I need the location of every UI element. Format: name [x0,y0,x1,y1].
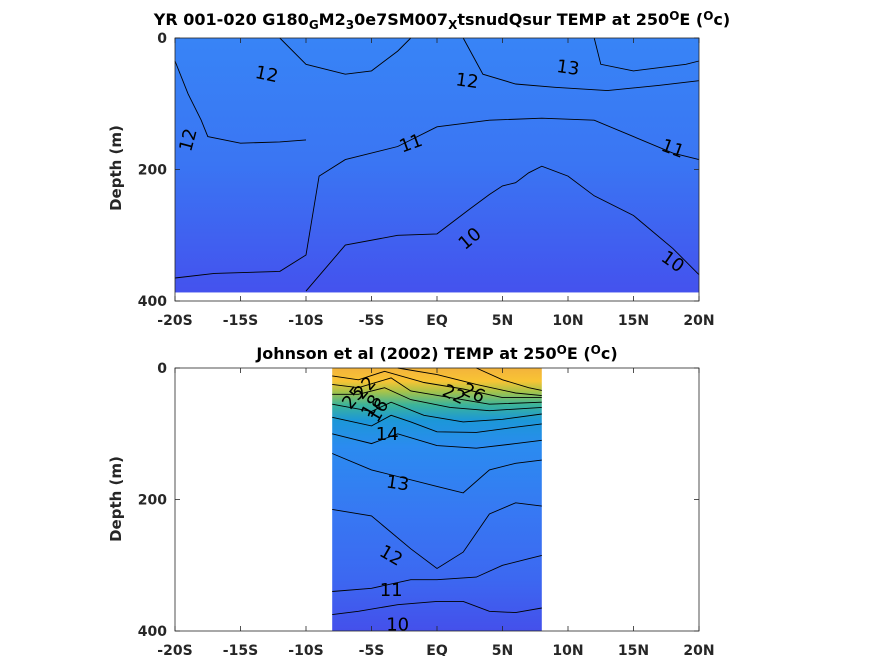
y-tick-label: 200 [138,163,167,179]
x-tick-label: -20S [157,313,192,329]
title-segment: O [557,343,567,357]
contour-18 [332,401,542,423]
contour-label: 12 [454,69,480,93]
x-tick-label: 20N [683,643,714,656]
contour-10 [332,600,542,616]
title-segment: O [703,9,713,23]
title-segment: E ( [567,344,591,363]
bottom-x-axis: -20S -15S -10S -5S EQ 5N 10N 15N 20N [157,368,715,656]
x-tick-label: 20N [683,313,714,329]
x-tick-label: 15N [618,643,649,656]
title-segment: O [591,343,601,357]
title-segment: tsnudQsur TEMP at 250 [457,10,669,29]
contour-26 [476,367,542,391]
bottom-chart-title: Johnson et al (2002) TEMP at 250OE (Oc) [255,343,617,363]
contour-label: 13 [385,472,411,496]
contour-10 [305,165,700,292]
bottom-y-axis-label: Depth (m) [107,456,125,542]
title-segment: M2 [319,10,346,29]
contour-label: 10 [386,614,409,635]
y-tick-label: 400 [138,624,167,640]
title-segment: c) [713,10,730,29]
x-tick-label: 10N [552,643,583,656]
x-tick-label: 5N [492,643,513,656]
x-tick-label: -10S [288,643,323,656]
x-tick-label: 15N [618,313,649,329]
top-y-axis: 0 200 400 [138,31,699,310]
title-segment: 0e7SM007 [354,10,448,29]
top-temperature-field [175,38,699,293]
contour-label: 11 [380,580,403,601]
contour-16 [332,414,542,433]
title-segment: c) [601,344,618,363]
title-segment: O [669,9,679,23]
x-tick-label: -5S [359,643,385,656]
x-tick-label: EQ [426,643,448,656]
contour-label: 14 [376,424,399,445]
top-chart-title: YR 001-020 G180GM230e7SM007XtsnudQsur TE… [153,9,730,31]
contour-20 [332,387,542,412]
x-tick-label: 10N [552,313,583,329]
x-tick-label: -10S [288,313,323,329]
bottom-temperature-field [332,368,542,631]
contour-24 [332,370,542,399]
title-segment: E ( [679,10,703,29]
contour-13 [332,453,542,494]
bottom-contour-lines [332,367,542,616]
contour-13 [593,37,700,72]
contour-11 [174,117,700,279]
x-tick-label: -20S [157,643,192,656]
x-tick-label: EQ [426,313,448,329]
y-tick-label: 200 [138,493,167,509]
contour-label: 12 [253,62,280,87]
title-segment: X [448,18,458,32]
title-segment: G [309,18,319,32]
contour-12 [279,37,412,75]
contour-12 [332,502,542,570]
x-tick-label: 5N [492,313,513,329]
contour-11 [332,554,542,592]
contour-14 [332,433,542,449]
contour-12 [462,37,700,92]
top-contour-lines [174,37,700,292]
x-tick-label: -5S [359,313,385,329]
title-segment: 3 [346,18,354,32]
top-y-axis-label: Depth (m) [107,125,125,211]
x-tick-label: -15S [223,643,258,656]
contour-12 [174,60,307,144]
y-tick-label: 0 [157,31,167,47]
bottom-panel: Johnson et al (2002) TEMP at 250OE (Oc) … [107,343,715,656]
title-segment: Johnson et al (2002) TEMP at 250 [255,344,556,363]
contour-label: 13 [555,56,581,80]
y-tick-label: 400 [138,294,167,310]
x-tick-label: -15S [223,313,258,329]
y-tick-label: 0 [157,361,167,377]
bottom-y-axis: 0 200 400 [138,361,699,640]
contour-25 [397,367,542,397]
top-x-axis: -20S -15S -10S -5S EQ 5N 10N 15N 20N [157,38,715,329]
contour-22 [332,377,542,405]
title-segment: YR 001-020 G180 [153,10,309,29]
top-panel: YR 001-020 G180GM230e7SM007XtsnudQsur TE… [107,9,730,329]
